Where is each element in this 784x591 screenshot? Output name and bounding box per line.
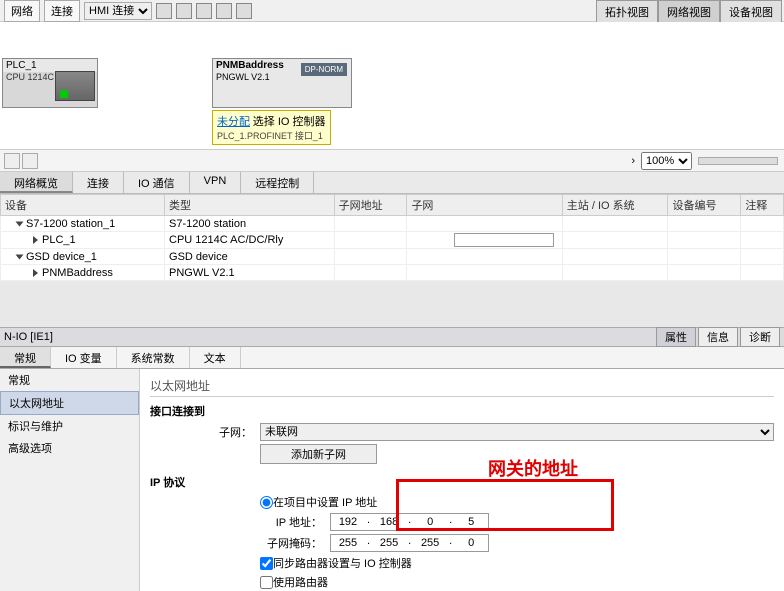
info-btn[interactable]: 信息 [698,327,738,347]
diag-btn[interactable]: 诊断 [740,327,780,347]
ptab-iovar[interactable]: IO 变量 [51,347,117,368]
device-pnm[interactable]: PNMBaddress PNGWL V2.1 DP-NORM [212,58,352,108]
tab-vpn[interactable]: VPN [190,172,242,193]
conn-button[interactable]: 连接 [44,0,80,22]
toolbar-icon[interactable] [196,3,212,19]
gateway-note: 网关的地址 [488,455,578,481]
tab-conn[interactable]: 连接 [73,172,124,193]
ip-radio-project[interactable] [260,496,273,509]
view-topology-tab[interactable]: 拓扑视图 [596,0,658,24]
table-row[interactable]: PNMBaddressPNGWL V2.1 [1,265,784,281]
mask-input[interactable]: ... [330,534,489,552]
plc-image [55,71,95,101]
subnet-dropdown[interactable] [454,233,554,247]
table-row[interactable]: S7-1200 station_1S7-1200 station [1,216,784,232]
nav-right-icon[interactable] [22,153,38,169]
subnet-select[interactable]: 未联网 [260,423,774,441]
ip-label: IP 地址： [150,514,330,530]
ip-radio-project-label: 在项目中设置 IP 地址 [273,494,377,510]
network-table: 设备类型子网地址子网主站 / IO 系统设备编号注释 S7-1200 stati… [0,194,784,281]
chk-sync[interactable] [260,557,273,570]
view-device-tab[interactable]: 设备视图 [720,0,782,24]
assign-sel: 选择 IO 控制器 [253,116,326,128]
table-row[interactable]: GSD device_1GSD device [1,249,784,265]
col-header: 类型 [165,195,335,216]
tab-io[interactable]: IO 通信 [124,172,190,193]
assign-if: PLC_1.PROFINET 接口_1 [217,129,326,142]
col-header: 设备 [1,195,165,216]
col-header: 子网地址 [334,195,407,216]
chk-sync-label: 同步路由器设置与 IO 控制器 [273,555,412,571]
prop-title: N-IO [IE1] [4,331,654,343]
ptab-sysc[interactable]: 系统常数 [117,347,190,368]
toolbar-icon[interactable] [156,3,172,19]
zoom-out-icon[interactable]: › [631,155,635,167]
device-plc[interactable]: PLC_1 CPU 1214C [2,58,98,108]
ip-input[interactable]: ... [330,513,489,531]
if-header: 接口连接到 [150,403,774,419]
net-button[interactable]: 网络 [4,0,40,22]
ptab-general[interactable]: 常规 [0,347,51,368]
col-header: 主站 / IO 系统 [562,195,668,216]
col-header: 设备编号 [668,195,741,216]
toolbar-icon[interactable] [236,3,252,19]
tab-overview[interactable]: 网络概览 [0,172,73,193]
prop-btn[interactable]: 属性 [656,327,696,347]
nav-id[interactable]: 标识与维护 [0,415,139,437]
table-row[interactable]: PLC_1CPU 1214C AC/DC/Rly [1,232,784,249]
network-canvas[interactable]: PLC_1 CPU 1214C PNMBaddress PNGWL V2.1 D… [0,22,784,150]
tab-remote[interactable]: 远程控制 [241,172,314,193]
unassigned-link[interactable]: 未分配 [217,116,250,128]
col-header: 子网 [407,195,562,216]
zoom-slider[interactable] [698,157,778,165]
view-network-tab[interactable]: 网络视图 [658,0,720,24]
nav-general[interactable]: 常规 [0,369,139,391]
nav-adv[interactable]: 高级选项 [0,437,139,459]
eth-header: 以太网地址 [150,375,774,397]
nav-eth[interactable]: 以太网地址 [0,391,139,415]
chk-router[interactable] [260,576,273,589]
subnet-label: 子网： [150,424,260,440]
zoom-select[interactable]: 100% [641,152,692,170]
chk-router-label: 使用路由器 [273,574,328,590]
toolbar-icon[interactable] [176,3,192,19]
ptab-text[interactable]: 文本 [190,347,241,368]
hmi-select[interactable]: HMI 连接 [84,2,152,20]
mask-label: 子网掩码： [150,535,330,551]
io-assign-box: 未分配 选择 IO 控制器 PLC_1.PROFINET 接口_1 [212,110,331,145]
add-subnet-btn[interactable]: 添加新子网 [260,444,377,464]
ip-header: IP 协议 [150,474,774,490]
nav-left-icon[interactable] [4,153,20,169]
col-header: 注释 [741,195,784,216]
toolbar-icon[interactable] [216,3,232,19]
dp-badge: DP-NORM [301,63,347,76]
